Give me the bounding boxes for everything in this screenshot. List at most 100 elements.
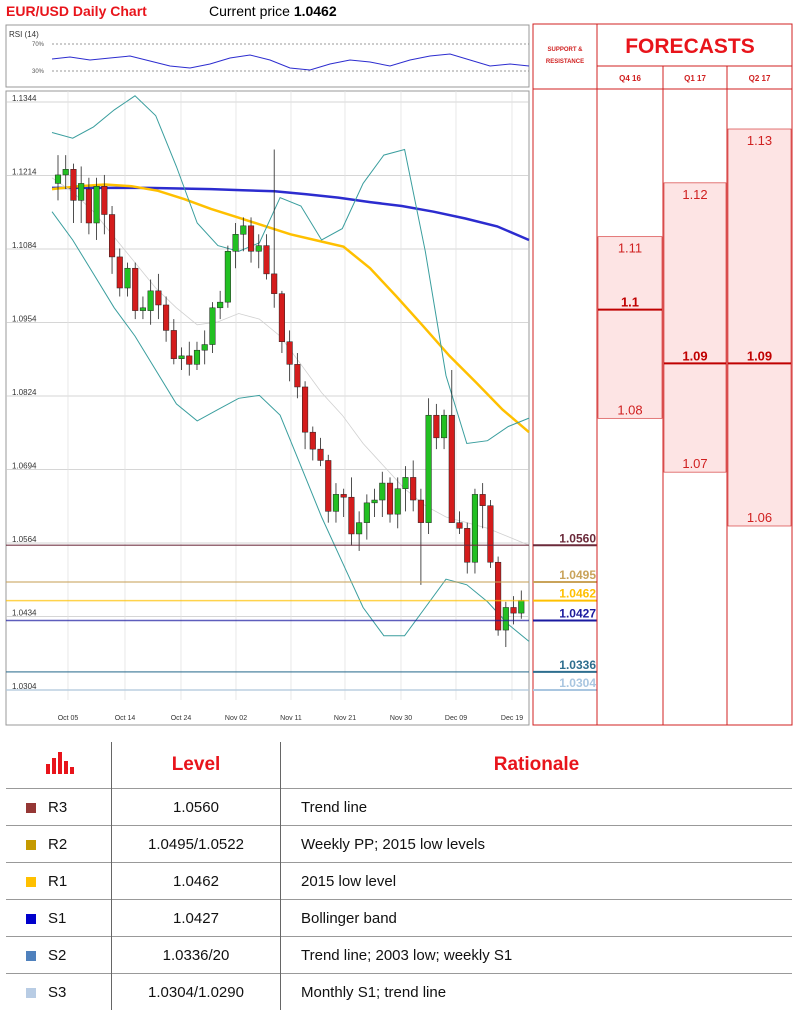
level-label: 1.0336	[559, 658, 596, 672]
candle-body	[372, 500, 378, 503]
candle-body	[341, 494, 347, 497]
row-name: S1	[48, 910, 66, 927]
row-level: 1.0336/20	[112, 937, 281, 974]
candle-body	[480, 494, 486, 505]
candle-body	[217, 302, 223, 308]
forecast-low-label: 1.08	[617, 402, 642, 417]
level-label: 1.0304	[559, 676, 596, 690]
candle-body	[264, 246, 270, 274]
candle-body	[410, 477, 416, 500]
candle-body	[302, 387, 308, 432]
candle-body	[248, 226, 254, 251]
candle-body	[295, 364, 301, 387]
candle-body	[434, 415, 440, 438]
row-name-cell: R3	[6, 789, 112, 826]
candle-body	[71, 169, 77, 200]
candle-body	[140, 308, 146, 311]
candle-body	[225, 251, 231, 302]
y-tick-label: 1.0694	[12, 462, 37, 471]
candle-body	[310, 432, 316, 449]
row-name: R1	[48, 873, 67, 890]
x-tick-label: Oct 05	[58, 715, 79, 722]
forecast-consensus-label: 1.09	[747, 348, 772, 363]
row-color-swatch	[26, 988, 36, 998]
row-rationale: 2015 low level	[281, 863, 793, 900]
candle-body	[102, 186, 108, 214]
row-name-cell: S3	[6, 974, 112, 1010]
row-level: 1.0495/1.0522	[112, 826, 281, 863]
level-label: 1.0427	[559, 606, 596, 620]
row-name-cell: S2	[6, 937, 112, 974]
candle-body	[78, 183, 84, 200]
row-rationale: Weekly PP; 2015 low levels	[281, 826, 793, 863]
row-level: 1.0427	[112, 900, 281, 937]
row-rationale: Trend line	[281, 789, 793, 826]
forecasts-title: FORECASTS	[625, 35, 755, 58]
row-name-cell: S1	[6, 900, 112, 937]
candle-body	[387, 483, 393, 514]
forecast-high-label: 1.11	[618, 241, 642, 256]
table-header-level: Level	[112, 742, 281, 789]
candle-body	[349, 497, 355, 534]
candle-body	[109, 215, 115, 257]
candle-body	[233, 234, 239, 251]
candle-body	[194, 350, 200, 364]
row-name: S2	[48, 947, 66, 964]
row-rationale: Monthly S1; trend line	[281, 974, 793, 1010]
candle-body	[171, 330, 177, 358]
candle-body	[426, 415, 432, 522]
candle-body	[364, 503, 370, 523]
row-name: R3	[48, 799, 67, 816]
level-label: 1.0462	[559, 587, 596, 601]
x-tick-label: Nov 30	[390, 715, 412, 722]
forecast-quarter-label: Q1 17	[684, 74, 706, 83]
x-tick-label: Oct 24	[171, 715, 192, 722]
row-name-cell: R1	[6, 863, 112, 900]
row-color-swatch	[26, 914, 36, 924]
candle-body	[449, 415, 455, 522]
candle-body	[94, 186, 100, 223]
y-tick-label: 1.1344	[12, 94, 37, 103]
rsi-upper-label: 70%	[32, 42, 45, 48]
forecast-consensus-label: 1.09	[682, 348, 707, 363]
candle-body	[179, 356, 185, 359]
row-level: 1.0462	[112, 863, 281, 900]
candle-body	[125, 268, 131, 288]
candle-body	[156, 291, 162, 305]
x-tick-label: Nov 21	[334, 715, 356, 722]
table-header-row: Level Rationale	[6, 742, 792, 789]
row-name: S3	[48, 984, 66, 1001]
candle-body	[132, 268, 138, 310]
forecast-range-box	[728, 129, 791, 526]
x-tick-label: Dec 09	[445, 715, 467, 722]
candle-body	[333, 494, 339, 511]
candle-body	[441, 415, 447, 438]
rsi-lower-label: 30%	[32, 69, 45, 75]
row-name-cell: R2	[6, 826, 112, 863]
y-tick-label: 1.0434	[12, 609, 37, 618]
row-color-swatch	[26, 803, 36, 813]
candle-body	[186, 356, 192, 364]
table-header-rationale: Rationale	[281, 742, 793, 789]
y-tick-label: 1.1214	[12, 168, 37, 177]
candle-body	[395, 489, 401, 514]
x-tick-label: Nov 02	[225, 715, 247, 722]
x-tick-label: Dec 19	[501, 715, 523, 722]
rsi-label: RSI (14)	[9, 30, 39, 39]
y-tick-label: 1.1084	[12, 241, 37, 250]
candle-body	[163, 305, 169, 330]
candle-body	[403, 477, 409, 488]
candle-body	[503, 607, 509, 630]
forecast-low-label: 1.06	[747, 510, 772, 525]
candle-body	[488, 506, 494, 563]
candle-body	[457, 523, 463, 529]
